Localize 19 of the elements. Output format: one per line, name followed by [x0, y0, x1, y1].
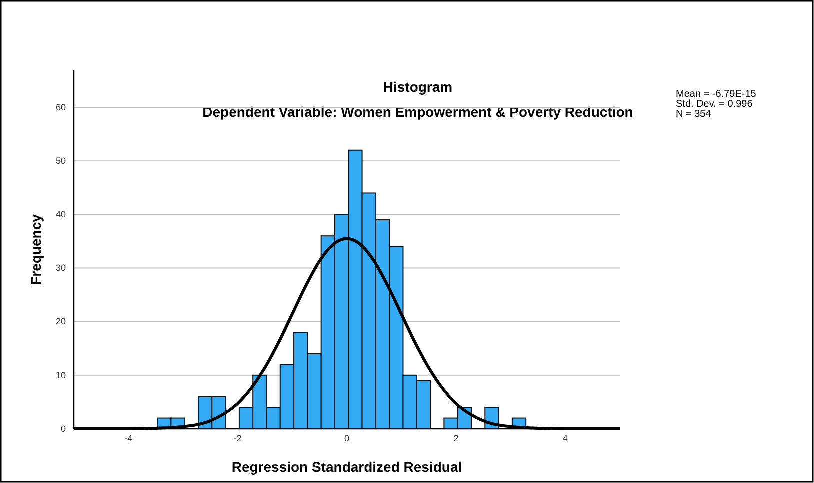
x-tick-label: -4 [124, 433, 133, 444]
x-axis-title: Regression Standardized Residual [232, 459, 462, 475]
y-tick-label: 50 [56, 156, 66, 166]
y-axis-title: Frequency [28, 214, 44, 286]
y-tick-label: 60 [56, 102, 66, 112]
x-tick-label: -2 [234, 433, 242, 444]
text: Std. Dev. = 0.996 [676, 99, 754, 110]
y-tick-label: 20 [56, 316, 66, 327]
text: Dependent Variable: Women Empowerment & Poverty Reduction [202, 104, 634, 120]
text: Histogram [383, 79, 453, 95]
text: N = 354 [676, 109, 712, 120]
x-tick-label: 2 [454, 433, 459, 444]
x-tick-label: 0 [344, 433, 350, 444]
y-tick-label: 40 [56, 210, 66, 220]
x-tick-label: 4 [562, 433, 568, 444]
text: Mean = -6.79E-15 [676, 89, 757, 100]
y-tick-label: 30 [56, 263, 66, 274]
y-tick-label: 0 [60, 424, 66, 434]
y-tick-label: 10 [56, 370, 66, 380]
